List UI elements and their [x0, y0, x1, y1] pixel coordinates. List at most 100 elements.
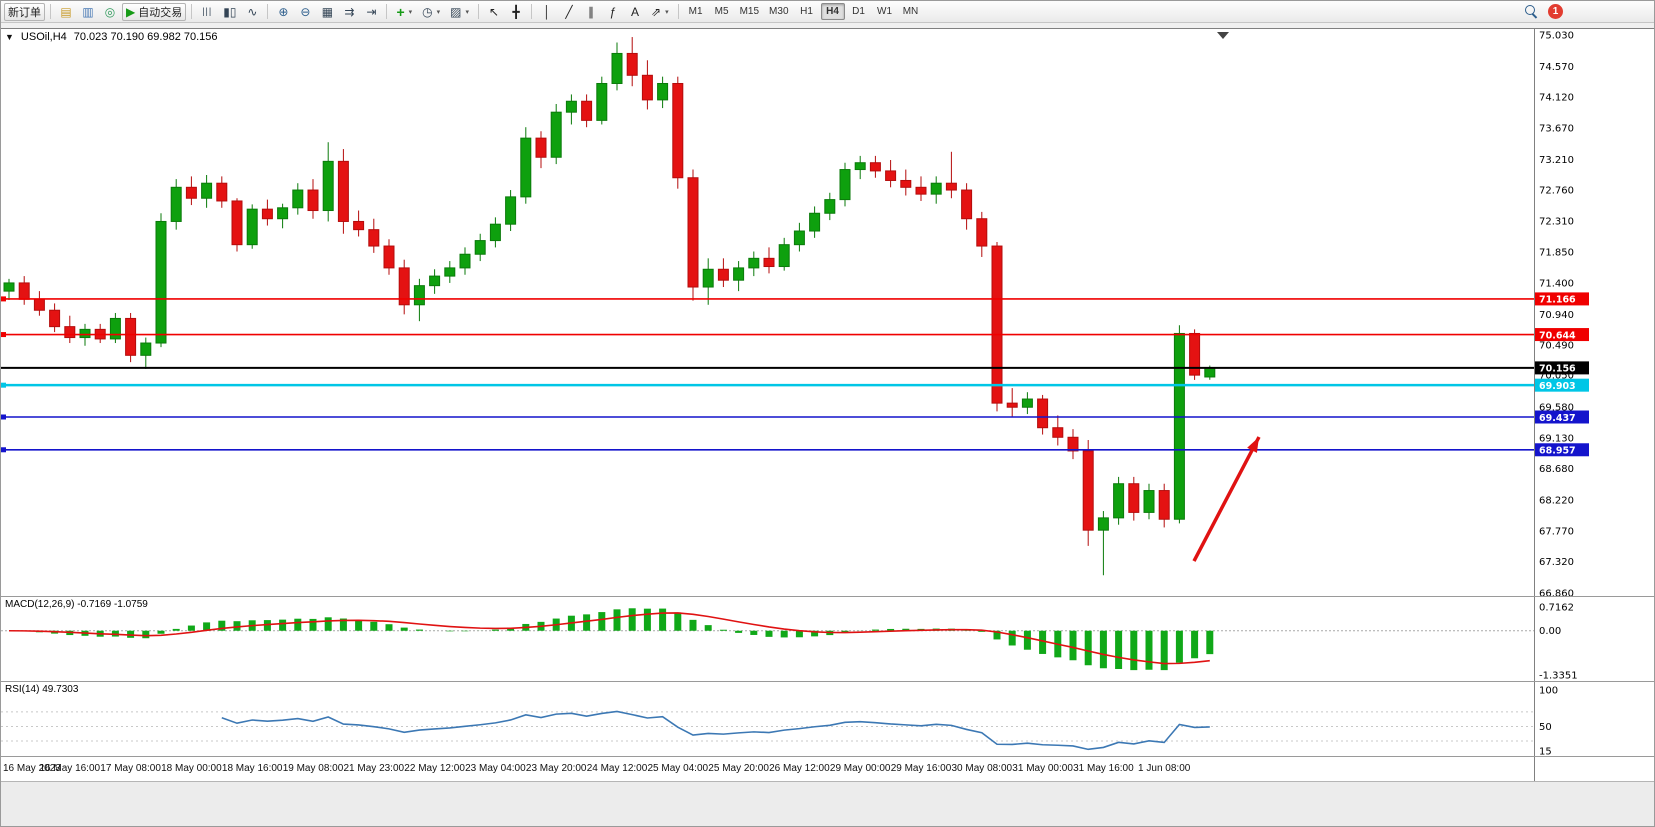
- candle-body: [1128, 483, 1140, 513]
- auto-scroll-icon[interactable]: ⇉: [339, 3, 359, 21]
- candle-body: [474, 240, 486, 255]
- timeframe-button-m30[interactable]: M30: [769, 6, 789, 17]
- candle-body: [763, 257, 775, 268]
- candle-body: [854, 162, 866, 171]
- candle-body: [839, 169, 851, 201]
- candle-body: [307, 189, 319, 212]
- alerts-icon: ◎: [104, 4, 116, 19]
- timeframe-button-h4[interactable]: H4: [820, 3, 845, 20]
- candle-body: [489, 223, 501, 242]
- time-axis-label: 30 May 08:00: [951, 763, 1013, 774]
- macd-svg[interactable]: 0.7162 0.00 -1.3351: [1, 597, 1654, 681]
- timeframe-button-w1[interactable]: W1: [877, 6, 892, 17]
- rsi-panel[interactable]: RSI(14) 49.7303 100 50 15: [1, 681, 1654, 756]
- candle-body: [1143, 490, 1155, 513]
- chart-shift-marker-icon[interactable]: [1217, 32, 1229, 39]
- toolbar-right-group: 1: [1525, 4, 1651, 19]
- candle-body: [231, 200, 243, 246]
- candle-body: [581, 100, 593, 121]
- timeframe-button-mn[interactable]: MN: [902, 6, 919, 17]
- vertical-line-icon: │: [543, 4, 551, 19]
- svg-text:67.320: 67.320: [1539, 557, 1574, 568]
- candle-body: [155, 220, 167, 344]
- time-axis-label: 29 May 00:00: [829, 763, 891, 774]
- candle-body: [596, 82, 608, 121]
- rsi-svg[interactable]: 100 50 15: [1, 682, 1654, 756]
- candle-body: [444, 267, 456, 277]
- chart-shift-icon: ⇥: [366, 4, 377, 19]
- candle-body: [18, 282, 30, 300]
- timeframe-button-m1[interactable]: M1: [688, 6, 703, 17]
- timeframe-button-m5[interactable]: M5: [714, 6, 729, 17]
- candle-body: [429, 275, 441, 287]
- price-chart-svg[interactable]: 75.030 74.570 74.120 73.670 73.210 72.760 72.3…: [1, 29, 1654, 596]
- equidistant-channel-icon[interactable]: ∥: [581, 3, 601, 21]
- chart-shift-icon[interactable]: ⇥: [361, 3, 381, 21]
- horizontal-line-68.957[interactable]: 68.957: [1, 443, 1589, 457]
- bottom-strip: [1, 781, 1654, 826]
- line-chart-icon[interactable]: ∿: [242, 3, 262, 21]
- charts-grid-icon[interactable]: ▤: [56, 3, 76, 21]
- time-axis-label: 29 May 16:00: [890, 763, 952, 774]
- cursor-icon[interactable]: ↖: [484, 3, 504, 21]
- horizontal-line-70.644[interactable]: 70.644: [1, 328, 1589, 341]
- candlestick-chart-icon[interactable]: ▮▯: [219, 3, 240, 21]
- text-icon[interactable]: A: [625, 3, 645, 21]
- fibonacci-icon[interactable]: ƒ: [603, 3, 623, 21]
- indicators-button: +: [396, 3, 405, 20]
- autotrade-button[interactable]: ▶ 自动交易: [122, 2, 187, 21]
- trend-arrow-annotation[interactable]: [1192, 436, 1261, 562]
- svg-text:71.850: 71.850: [1539, 248, 1574, 259]
- candle-body: [748, 257, 760, 269]
- timeframe-button-h1[interactable]: H1: [800, 6, 813, 17]
- templates-button[interactable]: ▨ ▾: [446, 3, 473, 21]
- time-axis[interactable]: 16 May 2023 16 May 16:00 17 May 08:00 18 Ma…: [1, 756, 1654, 781]
- candle-body: [885, 170, 897, 181]
- ohlc-values: 70.023 70.190 69.982 70.156: [73, 31, 218, 43]
- candle-body: [322, 160, 334, 212]
- notification-badge[interactable]: 1: [1548, 4, 1563, 19]
- svg-text:70.156: 70.156: [1539, 364, 1576, 375]
- timeframe-button-d1[interactable]: D1: [852, 6, 865, 17]
- arrows-icon[interactable]: ⇗ ▾: [647, 3, 673, 21]
- candle-body: [277, 207, 289, 220]
- macd-panel[interactable]: MACD(12,26,9) -0.7169 -1.0759 0.7162 0.00…: [1, 596, 1654, 681]
- equidistant-channel-icon: ∥: [588, 4, 595, 19]
- price-tag: [1535, 292, 1589, 306]
- horizontal-line-69.437[interactable]: 69.437: [1, 410, 1589, 424]
- price-tag: [1535, 443, 1589, 457]
- crosshair-icon[interactable]: ╋: [506, 3, 526, 21]
- horizontal-line-70.156[interactable]: 70.156: [1, 361, 1589, 375]
- zoom-in-icon[interactable]: ⊕: [273, 3, 293, 21]
- tile-windows-icon[interactable]: ▦: [317, 3, 337, 21]
- svg-text:67.770: 67.770: [1539, 526, 1574, 537]
- candlestick-chart-icon: ▮▯: [223, 4, 237, 19]
- periods-button[interactable]: ◷ ▾: [418, 3, 444, 21]
- indicators-button[interactable]: + ▾: [392, 3, 416, 21]
- profiles-icon[interactable]: ▥: [78, 3, 98, 21]
- time-axis-label: 21 May 23:00: [343, 763, 405, 774]
- zoom-out-icon[interactable]: ⊖: [295, 3, 315, 21]
- search-icon[interactable]: [1525, 5, 1538, 18]
- horizontal-line-71.166[interactable]: 71.166: [1, 292, 1589, 306]
- candle-body: [109, 317, 121, 340]
- charts-grid-icon: ▤: [60, 4, 72, 19]
- candle-body: [216, 182, 228, 202]
- bar-chart-icon[interactable]: |||: [197, 3, 217, 21]
- one-click-trading-toggle-icon[interactable]: ▼: [5, 32, 14, 42]
- candle-body: [64, 326, 76, 339]
- arrows-icon: ⇗: [651, 4, 662, 19]
- chevron-down-icon: ▾: [436, 8, 441, 16]
- horizontal-line-69.903[interactable]: 69.903: [1, 378, 1589, 392]
- timeframe-button-m15[interactable]: M15: [739, 6, 760, 17]
- alerts-icon[interactable]: ◎: [100, 3, 120, 21]
- trendline-icon[interactable]: ╱: [559, 3, 579, 21]
- candlesticks[interactable]: [3, 37, 1216, 576]
- candle-body: [125, 317, 137, 356]
- new-order-button[interactable]: 新订单: [4, 2, 45, 21]
- vertical-line-icon[interactable]: │: [537, 3, 557, 21]
- price-chart-panel[interactable]: ▼ USOil,H4 70.023 70.190 69.982 70.156 7…: [1, 29, 1654, 596]
- candle-body: [33, 298, 45, 311]
- zoom-out-icon: ⊖: [300, 4, 311, 19]
- svg-text:74.570: 74.570: [1539, 62, 1574, 73]
